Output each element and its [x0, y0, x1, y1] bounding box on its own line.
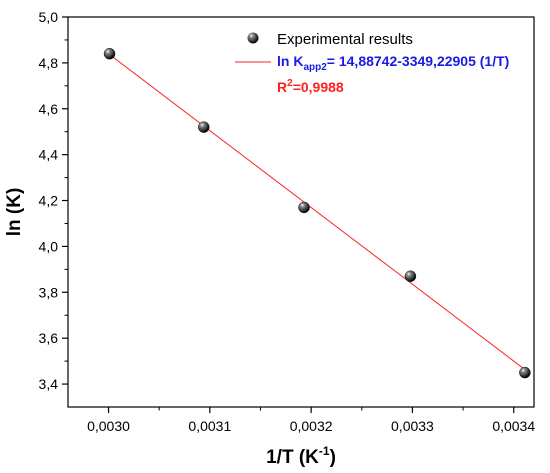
- data-point: [404, 270, 417, 282]
- x-tick-label: 0,0033: [391, 418, 434, 434]
- data-points: [103, 47, 531, 379]
- x-tick-label: 0,0032: [290, 418, 333, 434]
- legend-label: Experimental results: [277, 31, 413, 48]
- y-tick-label: 3,4: [39, 376, 59, 392]
- fit-equation: ln Kapp2= 14,88742-3349,22905 (1/T): [277, 53, 509, 73]
- x-tick-label: 0,0030: [87, 418, 130, 434]
- legend: Experimental results ln Kapp2= 14,88742-…: [235, 31, 509, 95]
- y-axis-ticks: [62, 16, 68, 385]
- r-squared: R2=0,9988: [277, 78, 344, 95]
- y-tick-label: 4,8: [39, 55, 59, 71]
- y-tick-label: 4,4: [39, 147, 59, 163]
- x-axis-title: 1/T (K-1): [266, 444, 336, 468]
- y-tick-label: 5,0: [39, 9, 59, 25]
- x-tick-label: 0,0034: [492, 418, 535, 434]
- plot-frame: [67, 16, 535, 408]
- y-tick-label: 3,8: [39, 284, 59, 300]
- x-axis-tick-labels: 0,0030 0,0031 0,0032 0,0033 0,0034: [87, 418, 535, 434]
- y-axis-title: ln (K): [4, 188, 25, 237]
- y-tick-label: 3,6: [39, 330, 59, 346]
- data-point: [103, 47, 116, 60]
- x-tick-label: 0,0031: [188, 418, 231, 434]
- data-point: [298, 201, 310, 214]
- data-point: [519, 366, 531, 379]
- fit-line: [109, 54, 526, 370]
- y-tick-label: 4,0: [39, 238, 59, 254]
- legend-marker: [247, 32, 259, 44]
- y-tick-label: 4,2: [39, 193, 59, 209]
- y-tick-label: 4,6: [39, 101, 59, 117]
- data-point: [197, 121, 210, 133]
- y-axis-tick-labels: 3,4 3,6 3,8 4,0 4,2 4,4 4,6 4,8 5,0: [39, 9, 59, 392]
- x-axis-ticks: [107, 407, 515, 413]
